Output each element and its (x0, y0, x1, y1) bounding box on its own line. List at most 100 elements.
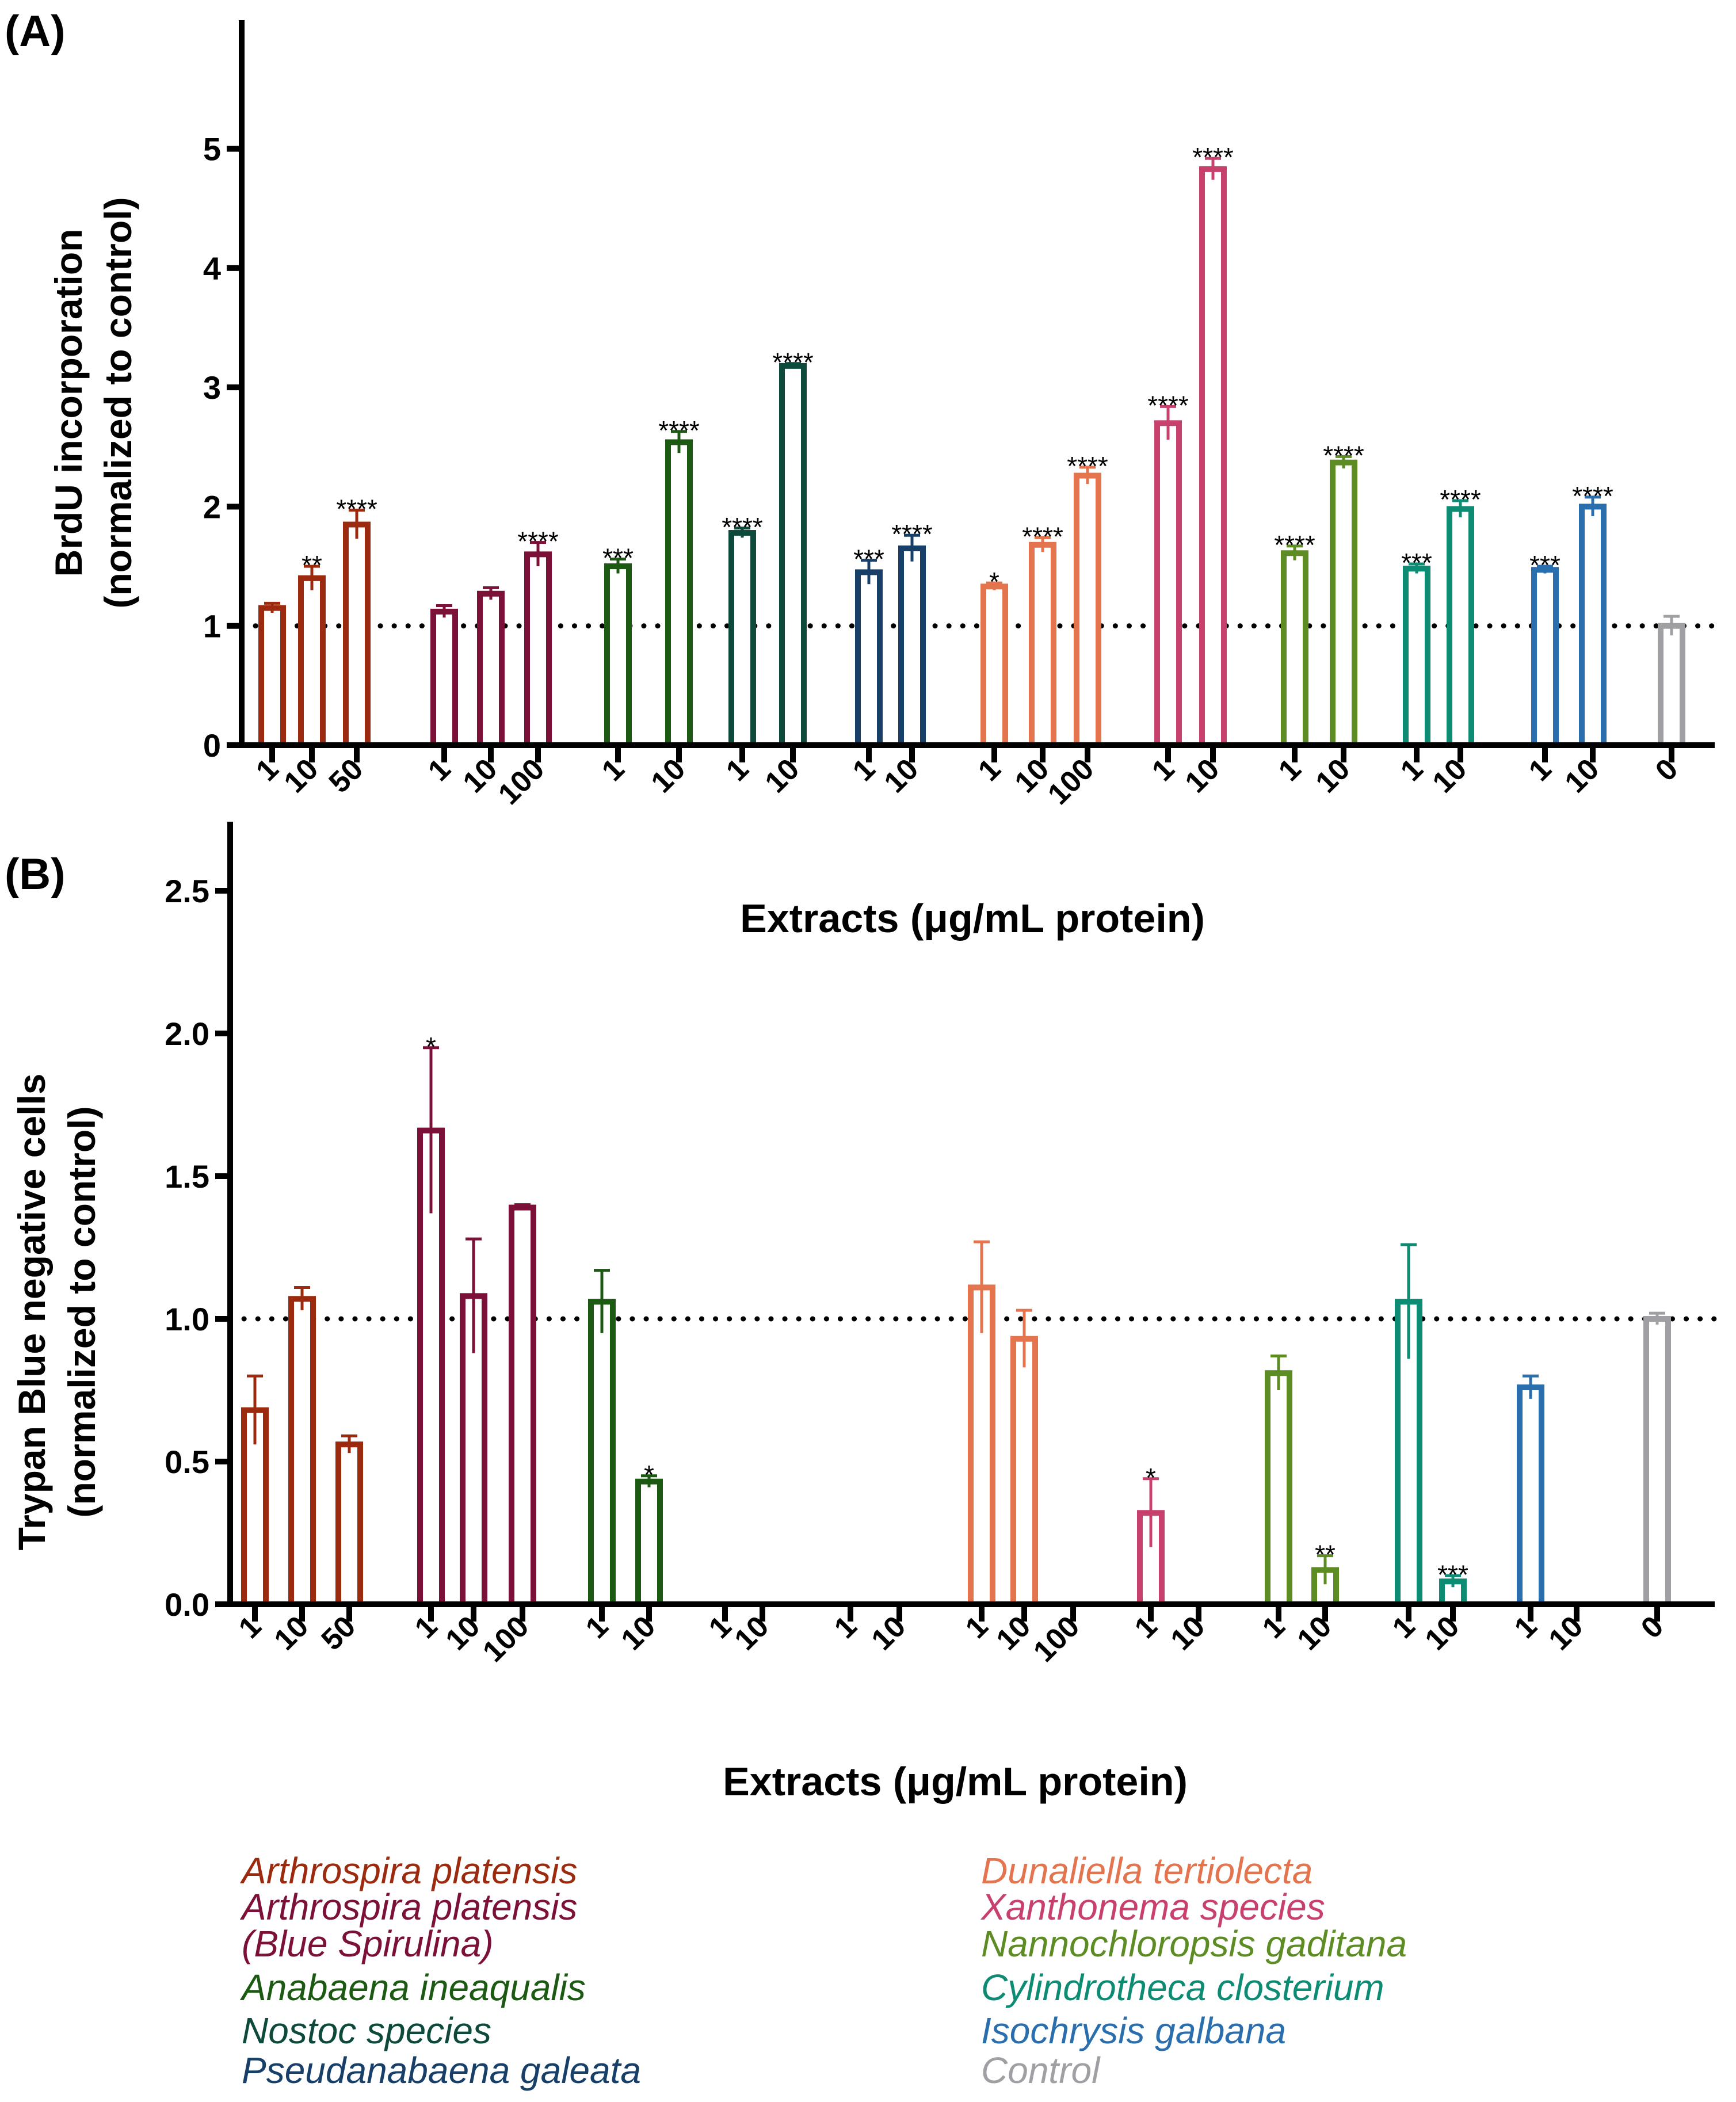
panel-a-bar (1154, 420, 1182, 748)
panel-a-ylabel-line-2: (normalized to control) (97, 197, 139, 609)
panel-a-significance-label: **** (336, 494, 377, 524)
panel-b-bar (968, 1284, 995, 1607)
panel-b-label: (B) (5, 850, 66, 899)
panel-b-significance-label: * (1146, 1463, 1156, 1493)
panel-b-bar (1265, 1370, 1292, 1607)
panel-b-x-tick-label: 10 (990, 1609, 1037, 1657)
panel-b-x-tick-label: 10 (1165, 1609, 1212, 1657)
panel-b-bar (1010, 1336, 1038, 1607)
panel-a-bar (430, 608, 458, 748)
panel-b-bar (1643, 1316, 1671, 1607)
panel-a-y-tick-label: 3 (203, 369, 221, 406)
panel-a-y-tick-label: 0 (203, 727, 221, 764)
panel-b-x-tick-label: 10 (440, 1609, 487, 1657)
panel-a-bar (298, 575, 326, 748)
panel-a-significance-label: **** (1440, 485, 1481, 514)
panel-a: (A) BrdU incorporation (normalized to co… (5, 7, 1718, 941)
panel-a-bar (343, 521, 371, 749)
panel-a-x-tick-label: 10 (1559, 752, 1606, 799)
panel-b-ylabel-line-1: Trypan Blue negative cells (10, 1074, 53, 1551)
panel-b-x-tick-label: 1 (232, 1609, 268, 1645)
panel-b-bar (335, 1441, 363, 1607)
panel-a-x-tick-label: 10 (878, 752, 925, 799)
panel-a-bar (1579, 503, 1607, 748)
panel-b-significance-label: * (644, 1460, 654, 1490)
panel-b-bar (288, 1296, 316, 1607)
panel-a-x-tick-label: 10 (1179, 752, 1226, 799)
panel-a-bar (898, 545, 926, 748)
panel-b-x-tick-label: 1 (1256, 1609, 1291, 1645)
panel-a-significance-label: * (989, 567, 999, 597)
panel-b-bar (509, 1204, 536, 1608)
panel-a-y-tick-label: 4 (203, 250, 221, 287)
panel-a-bar (1531, 567, 1559, 748)
panel-b-xlabel: Extracts (μg/mL protein) (723, 1759, 1188, 1804)
panel-a-significance-label: *** (1529, 550, 1561, 580)
legend-item-right: Xanthonema species (980, 1886, 1325, 1928)
panel-a-x-tick-label: 1 (250, 752, 285, 787)
panel-b-y-tick-label: 0.0 (165, 1586, 209, 1623)
panel-b-x-tick-label: 1 (703, 1609, 738, 1645)
panel-a-x-tick-label: 100 (1041, 752, 1100, 811)
panel-a-x-tick-label: 100 (492, 752, 551, 811)
panel-a-significance-label: *** (853, 544, 884, 574)
panel-a-x-tick-label: 10 (1426, 752, 1474, 799)
panel-a-significance-label: **** (658, 415, 700, 445)
panel-a-x-tick-label: 1 (1523, 752, 1558, 787)
panel-a-bar (477, 590, 505, 749)
panel-a-x-tick-label: 1 (846, 752, 882, 787)
panel-a-y-tick-label: 2 (203, 489, 221, 525)
panel-b-ylabel-line-2: (normalized to control) (60, 1107, 103, 1518)
panel-a-significance-label: **** (1192, 142, 1234, 172)
panel-a-label: (A) (5, 7, 66, 56)
legend-item-right: Nannochloropsis gaditana (981, 1923, 1407, 1964)
panel-a-bar (1330, 459, 1357, 748)
panel-a-significance-label: **** (517, 527, 559, 556)
panel-b-bar (635, 1478, 663, 1607)
panel-b-x-tick-label: 1 (959, 1609, 994, 1645)
panel-b-x-tick-label: 1 (1508, 1609, 1543, 1645)
panel-a-significance-label: ** (302, 550, 322, 580)
panel-a-x-tick-label: 50 (323, 752, 370, 799)
panel-a-xlabel: Extracts (μg/mL protein) (740, 896, 1205, 941)
panel-a-bar (728, 530, 756, 749)
panel-b-x-tick-label: 0 (1635, 1609, 1670, 1645)
panel-b-y-tick-label: 0.5 (165, 1444, 209, 1480)
panel-a-bar (1074, 472, 1101, 749)
panel-b-x-tick-label: 1 (1386, 1609, 1421, 1645)
panel-b-x-tick-label: 100 (476, 1609, 535, 1668)
panel-a-x-tick-label: 10 (278, 752, 325, 799)
panel-a-x-tick-label: 1 (422, 752, 457, 787)
panel-a-x-tick-label: 10 (1310, 752, 1357, 799)
panel-b-bar (1517, 1384, 1544, 1608)
panel-a-bar (1403, 566, 1430, 749)
panel-b-x-tick-label: 1 (409, 1609, 444, 1645)
panel-a-y-tick-label: 1 (203, 608, 221, 644)
panel-a-significance-label: **** (772, 348, 814, 377)
panel-a-x-tick-label: 1 (1272, 752, 1307, 787)
panel-a-ylabel-line-1: BrdU incorporation (47, 229, 90, 577)
panel-b-significance-label: *** (1437, 1559, 1468, 1589)
panel-a-x-tick-label: 10 (759, 752, 806, 799)
panel-b-significance-label: * (426, 1032, 436, 1062)
panel-b-y-tick-label: 1.5 (165, 1158, 209, 1195)
panel-b-x-tick-label: 10 (268, 1609, 315, 1657)
panel-b-x-tick-label: 10 (1543, 1609, 1590, 1657)
legend-item-left: Arthrospira platensis (239, 1886, 577, 1928)
legend-item-right: Dunaliella tertiolecta (981, 1850, 1313, 1891)
panel-b-x-tick-label: 10 (865, 1609, 913, 1657)
panel-a-bar (980, 583, 1008, 748)
panel-b-x-tick-label: 10 (728, 1609, 776, 1657)
panel-b-bar (588, 1299, 616, 1607)
panel-a-significance-label: **** (891, 519, 933, 549)
panel-b-significance-label: ** (1315, 1540, 1336, 1570)
legend-item-right: Isochrysis galbana (981, 2010, 1286, 2051)
panel-a-bar (1447, 506, 1474, 748)
legend-item-left: Nostoc species (242, 2010, 491, 2051)
panel-a-bar (855, 569, 883, 748)
legend-item-left: Pseudanabaena galeata (242, 2050, 641, 2091)
panel-a-bar (1199, 166, 1227, 748)
panel-a-significance-label: **** (1323, 440, 1364, 470)
